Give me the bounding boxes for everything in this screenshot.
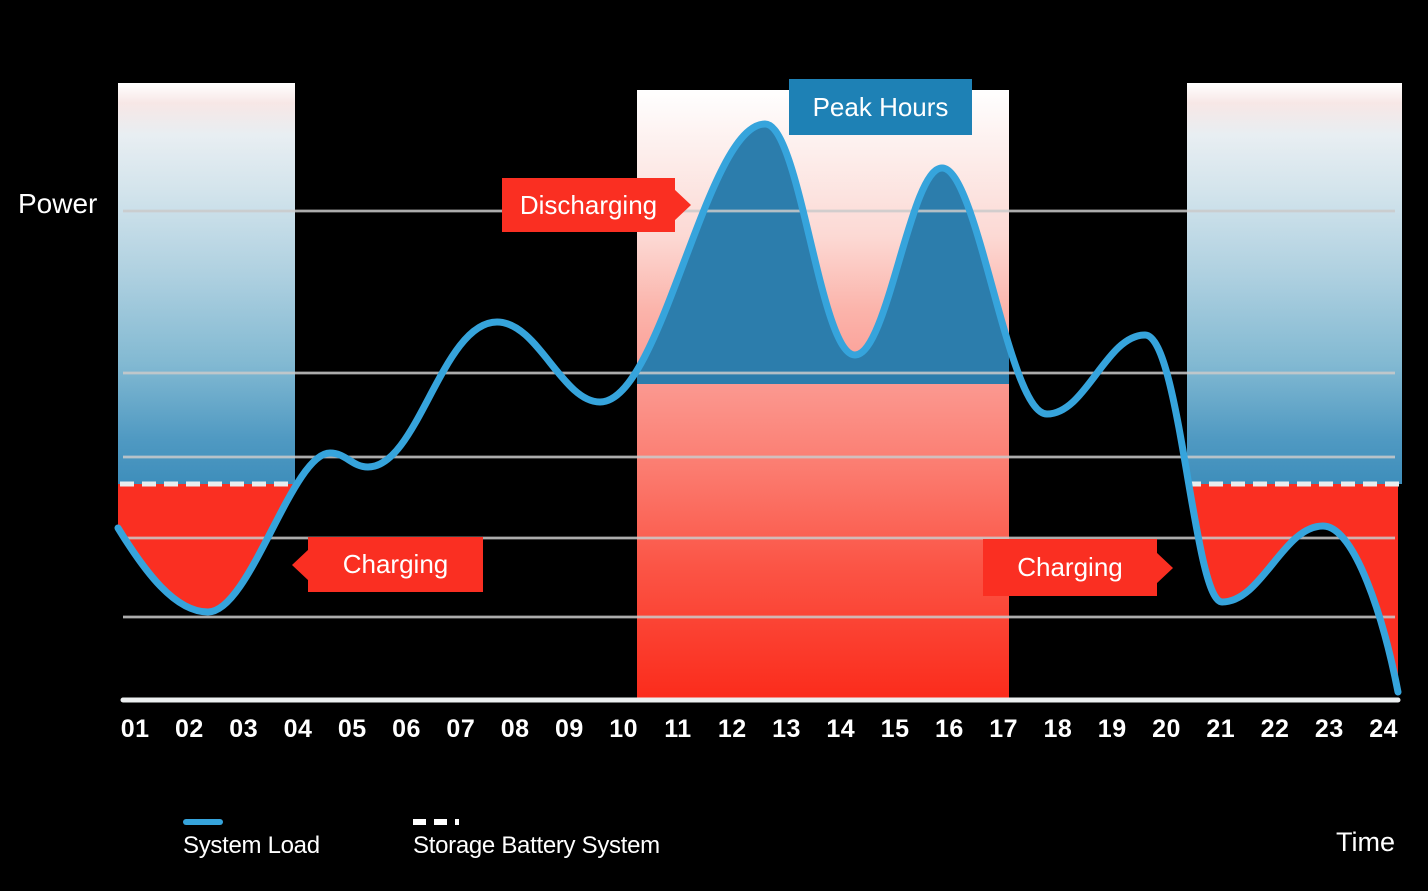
x-axis-tick: 07 bbox=[446, 715, 476, 743]
x-axis-tick: 06 bbox=[392, 715, 421, 743]
x-axis-tick: 12 bbox=[717, 715, 747, 743]
x-axis-tick: 15 bbox=[880, 715, 910, 743]
x-axis-tick: 09 bbox=[554, 715, 584, 743]
discharging-callout: Discharging bbox=[502, 178, 691, 232]
x-axis-tick: 24 bbox=[1369, 715, 1399, 743]
callout-arrow-right-icon bbox=[674, 189, 691, 221]
x-axis-tick: 05 bbox=[337, 715, 367, 743]
x-axis-tick: 20 bbox=[1152, 715, 1181, 743]
x-axis-tick: 02 bbox=[175, 715, 204, 743]
legend-dash-swatch-icon bbox=[413, 819, 459, 825]
legend-line-swatch-icon bbox=[183, 819, 223, 825]
legend-storage-battery: Storage Battery System bbox=[413, 832, 660, 859]
x-axis-tick: 21 bbox=[1206, 715, 1236, 743]
x-axis-tick: 22 bbox=[1260, 715, 1290, 743]
legend-system-load: System Load bbox=[183, 832, 320, 859]
peak-hours-label: Peak Hours bbox=[789, 79, 972, 135]
x-axis-tick: 13 bbox=[772, 715, 801, 743]
offpeak-column-right bbox=[1187, 83, 1402, 484]
x-axis-tick: 23 bbox=[1314, 715, 1344, 743]
charging-callout-right: Charging bbox=[983, 539, 1173, 596]
system-load-curve bbox=[114, 120, 1402, 696]
x-axis-tick: 14 bbox=[826, 715, 856, 743]
charging-callout-left: Charging bbox=[292, 537, 483, 592]
discharging-text: Discharging bbox=[519, 189, 658, 220]
x-axis-tick: 16 bbox=[934, 715, 964, 743]
x-axis-tick: 10 bbox=[609, 715, 639, 743]
callout-arrow-left-icon bbox=[292, 548, 309, 581]
x-axis-tick: 08 bbox=[500, 715, 530, 743]
x-axis-tick: 18 bbox=[1043, 715, 1073, 743]
charging-left-text: Charging bbox=[342, 549, 449, 579]
discharge-area bbox=[637, 124, 1009, 384]
charge-area-left bbox=[118, 484, 295, 612]
x-axis-tick: 19 bbox=[1097, 715, 1127, 743]
x-axis-tick: 01 bbox=[120, 715, 150, 743]
x-axis-title: Time bbox=[1336, 827, 1395, 857]
y-axis-title: Power bbox=[18, 188, 98, 219]
x-axis-tick: 03 bbox=[229, 715, 259, 743]
callout-arrow-right-icon bbox=[1156, 551, 1173, 584]
offpeak-column-left bbox=[118, 83, 295, 484]
charging-right-text: Charging bbox=[1017, 552, 1123, 582]
x-axis-tick: 11 bbox=[664, 715, 692, 743]
x-axis-tick: 17 bbox=[989, 715, 1019, 743]
peak-hours-text: Peak Hours bbox=[812, 91, 949, 122]
x-axis-tick: 04 bbox=[283, 715, 313, 743]
x-axis-ticks: 01 02 03 04 05 06 07 08 09 10 11 12 13 14 15 16 17 18 19 20… bbox=[108, 715, 1411, 744]
